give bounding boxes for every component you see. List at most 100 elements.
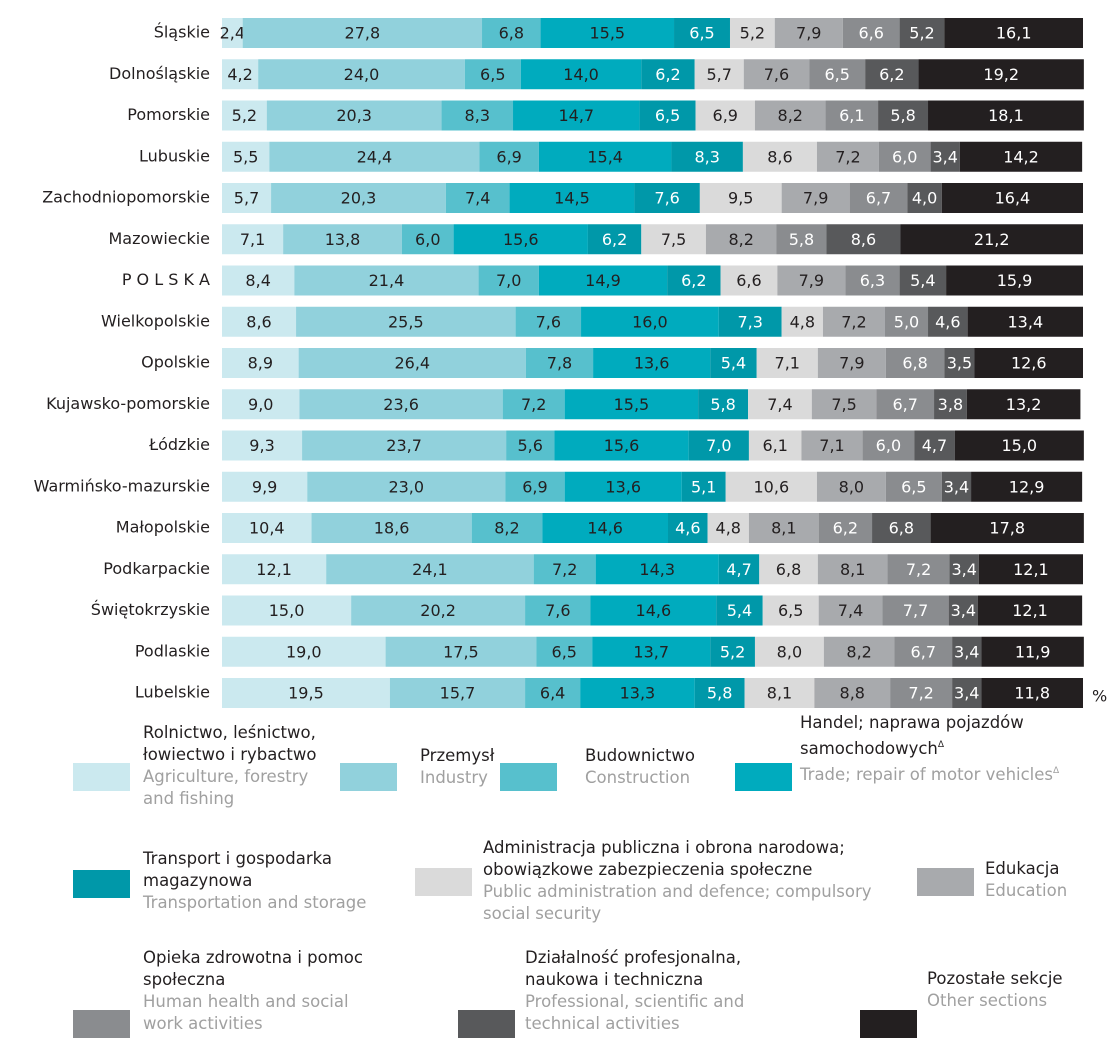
value-label: 14,0 — [563, 65, 599, 84]
value-label: 20,2 — [420, 601, 456, 620]
bar-segment — [842, 18, 900, 48]
value-label: 3,4 — [944, 477, 969, 496]
bar-segment — [540, 18, 675, 48]
bar-segment — [900, 224, 1083, 255]
bar-segment — [464, 59, 521, 90]
bar-segment — [222, 183, 272, 213]
value-label: 6,8 — [902, 354, 927, 373]
bar-segment — [710, 348, 757, 378]
bar-segment — [222, 678, 390, 708]
value-label: 6,5 — [824, 65, 849, 84]
bar-segment — [269, 141, 480, 172]
legend-name-en: Human health and social work activities — [143, 991, 383, 1035]
value-label: 5,2 — [232, 106, 257, 125]
bar-segment — [385, 636, 537, 667]
value-label: 7,1 — [240, 230, 265, 249]
legend-name-en: Construction — [585, 767, 725, 789]
legend-name-en: Agriculture, forestry and fishing — [143, 766, 343, 810]
bar-segment — [748, 430, 802, 461]
value-label: 9,0 — [248, 395, 273, 414]
value-label: 5,8 — [890, 106, 915, 125]
bar-segment — [959, 141, 1083, 172]
bar-segment — [542, 513, 668, 543]
bar-segment — [525, 348, 594, 378]
bar-segment — [944, 18, 1083, 48]
value-label: 12,1 — [1013, 560, 1049, 579]
bar-segment — [865, 59, 919, 90]
value-label: 8,4 — [245, 271, 270, 290]
category-label: Warmińsko-mazurskie — [34, 476, 210, 495]
value-label: 4,7 — [922, 436, 947, 455]
bar-segment — [667, 513, 708, 543]
bar-segment — [634, 183, 700, 213]
value-label: 26,4 — [394, 354, 430, 373]
value-label: 14,2 — [1003, 147, 1039, 166]
legend-name: Opieka zdrowotna i pomoc społeczna — [143, 947, 383, 991]
legend-name-text: Edukacja — [985, 859, 1060, 878]
value-label: 5,8 — [710, 395, 735, 414]
legend-name-en: Trade; repair of motor vehiclesΔ — [800, 760, 1100, 786]
bar-segment — [809, 59, 866, 90]
bar-segment — [946, 265, 1083, 296]
value-label: 16,4 — [995, 189, 1031, 208]
value-label: 5,4 — [910, 271, 935, 290]
legend-name-en: Professional, scientific and technical a… — [525, 991, 775, 1035]
legend-name-text: Przemysł — [420, 746, 495, 765]
legend-name-en: Transportation and storage — [143, 892, 393, 914]
bar-segment — [981, 636, 1084, 667]
value-label: 7,9 — [796, 24, 821, 43]
legend-name: Transport i gospodarka magazynowa — [143, 848, 393, 892]
legend-name-text: Handel; naprawa pojazdów samochodowych — [800, 713, 1024, 758]
value-label: 8,2 — [728, 230, 753, 249]
bar-segment — [981, 678, 1083, 708]
value-label: 7,7 — [903, 601, 928, 620]
legend-entry: Budownictwo Construction — [585, 745, 725, 789]
value-label: 6,2 — [602, 230, 627, 249]
bar-segment — [862, 430, 915, 461]
legend-swatch — [340, 763, 397, 791]
value-label: 4,8 — [716, 519, 741, 538]
value-label: 8,6 — [246, 312, 271, 331]
value-label: 3,5 — [947, 354, 972, 373]
bar-segment — [453, 224, 588, 255]
value-label: 6,8 — [889, 519, 914, 538]
bar-segment — [307, 471, 506, 502]
legend-name-en-text: Professional, scientific and technical a… — [525, 992, 745, 1033]
value-label: 15,4 — [587, 147, 623, 166]
bar-segment — [298, 348, 526, 378]
value-label: 5,4 — [727, 601, 752, 620]
legend-entry: Handel; naprawa pojazdów samochodowych Δ T… — [800, 712, 1100, 786]
legend-name-text: Budownictwo — [585, 746, 696, 765]
value-label: 6,5 — [901, 477, 926, 496]
value-label: 7,6 — [536, 312, 561, 331]
value-label: 7,8 — [547, 354, 572, 373]
value-label: 4,6 — [675, 519, 700, 538]
value-label: 6,1 — [762, 436, 787, 455]
value-label: 6,9 — [496, 147, 521, 166]
bar-segment — [948, 595, 978, 626]
value-label: 10,6 — [754, 477, 790, 496]
bar-segment — [536, 636, 593, 667]
legend-name: Pozostałe sekcje — [927, 968, 1087, 990]
bar-segment — [525, 595, 591, 626]
category-label: Lubelskie — [135, 683, 210, 702]
value-label: 9,5 — [728, 189, 753, 208]
value-label: 8,2 — [778, 106, 803, 125]
value-label: 6,7 — [911, 642, 936, 661]
bar-segment — [725, 471, 817, 502]
value-label: 3,4 — [951, 601, 976, 620]
legend-name-en: Education — [985, 880, 1105, 902]
legend-name-text: Transport i gospodarka magazynowa — [143, 849, 332, 890]
bar-segment — [667, 265, 721, 296]
value-label: 5,0 — [894, 312, 919, 331]
value-label: 4,8 — [790, 312, 815, 331]
value-label: 8,6 — [767, 147, 792, 166]
value-label: 7,4 — [767, 395, 792, 414]
legend-mark: Δ — [1053, 766, 1060, 776]
bar-segment — [580, 678, 695, 708]
value-label: 5,6 — [518, 436, 543, 455]
value-label: 20,3 — [341, 189, 377, 208]
legend-entry: Opieka zdrowotna i pomoc społeczna Human … — [143, 947, 383, 1035]
value-label: 15,0 — [1001, 436, 1037, 455]
bar-segment — [878, 100, 929, 131]
